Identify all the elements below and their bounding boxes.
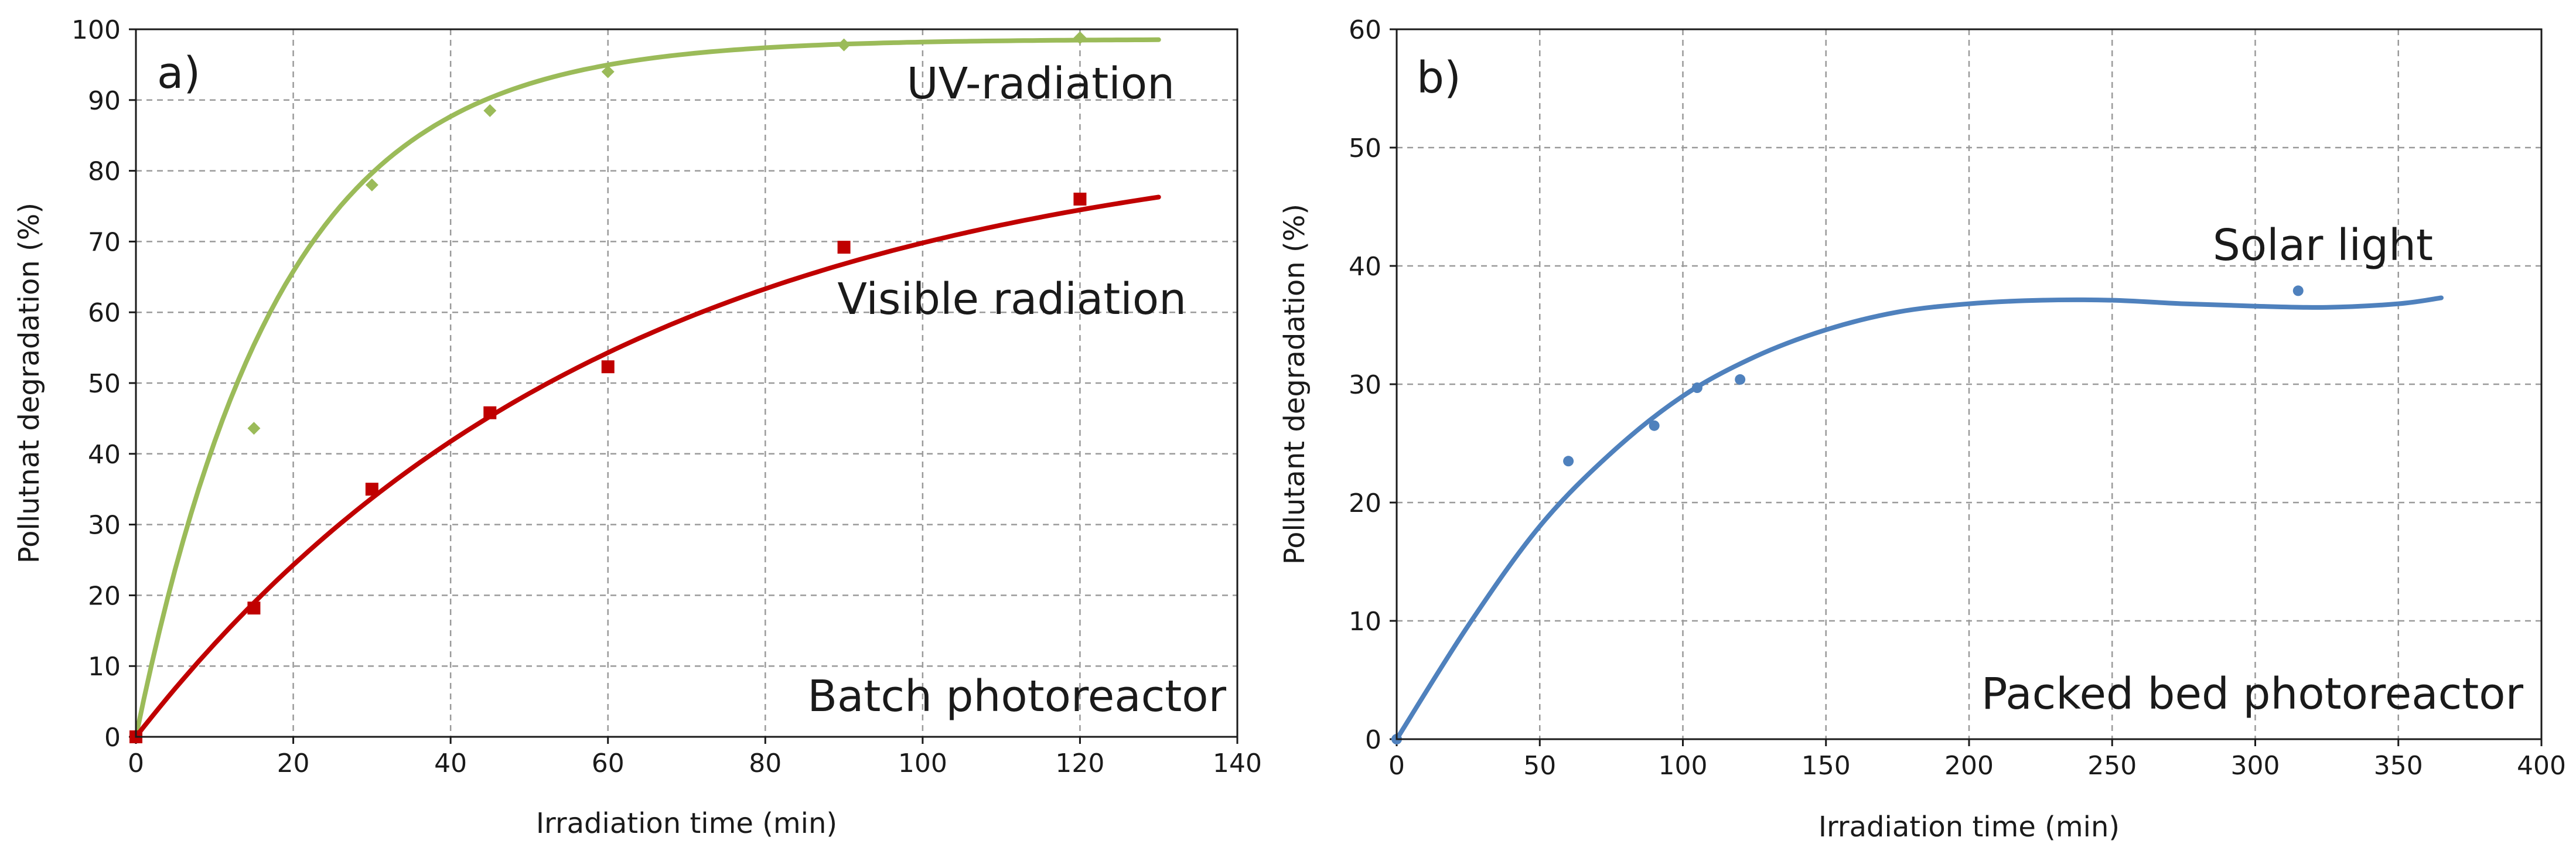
panel-a-y-tick-label: 80 bbox=[88, 157, 121, 187]
panel-a-x-tick-label: 60 bbox=[592, 749, 625, 778]
panel-b-x-tick-label: 250 bbox=[2087, 751, 2137, 781]
panel-a-uv-radiation-point bbox=[483, 104, 497, 117]
panel-b-x-tick-label: 400 bbox=[2517, 751, 2566, 781]
panel-a-uv-radiation-point bbox=[1073, 31, 1087, 45]
panel-a-x-tick-label: 0 bbox=[128, 749, 144, 778]
panel-b-y-tick-label: 0 bbox=[1365, 725, 1381, 755]
panel-a-uv-radiation-fit-line bbox=[134, 37, 1161, 739]
panel-a-visible-radiation-fit-line bbox=[134, 194, 1161, 739]
panel-a-uv-radiation-point bbox=[365, 178, 378, 192]
panel-a-y-tick-label: 50 bbox=[88, 369, 121, 399]
panel-b-ticks: 0 50 100 150 200 250 300 350 400 0 10 20 30 40 50 60 bbox=[1349, 15, 2566, 781]
panel-b-solar-light-point bbox=[1735, 374, 1746, 385]
panel-b-x-axis-title: Irradiation time (min) bbox=[1818, 811, 2120, 843]
panel-b-plot-frame bbox=[1396, 28, 2543, 740]
panel-a-uv-radiation-point bbox=[247, 422, 261, 435]
panel-b-y-tick-label: 50 bbox=[1349, 134, 1381, 163]
panel-b-y-tick-label: 40 bbox=[1349, 252, 1381, 282]
panel-b-x-tick-label: 150 bbox=[1802, 751, 1851, 781]
panel-a-visible-radiation-point bbox=[247, 602, 261, 615]
panel-a-visible-radiation-point bbox=[837, 241, 851, 254]
panel-a-y-tick-label: 0 bbox=[104, 723, 121, 753]
panel-a-label: a) bbox=[157, 48, 200, 98]
panel-b-x-tick-label: 350 bbox=[2374, 751, 2423, 781]
panel-a-uv-radiation-point bbox=[837, 38, 851, 52]
panel-b-x-tick-label: 200 bbox=[1944, 751, 1994, 781]
panel-b-x-tick-label: 0 bbox=[1388, 751, 1405, 781]
panel-a-y-tick-label: 90 bbox=[88, 86, 121, 116]
panel-b-y-tick-label: 30 bbox=[1349, 370, 1381, 400]
panel-a-fit-lines bbox=[134, 37, 1161, 739]
panel-b-y-axis-title: Pollutant degradation (%) bbox=[1278, 204, 1311, 565]
panel-a-annotation-visible-radiation: Visible radiation bbox=[837, 274, 1186, 324]
panel-b-y-tick-label: 20 bbox=[1349, 488, 1381, 518]
panel-a-annotation-batch-photoreactor: Batch photoreactor bbox=[807, 671, 1226, 722]
panel-a-y-axis-title: Pollutnat degradation (%) bbox=[13, 203, 46, 563]
panel-a-y-tick-label: 100 bbox=[71, 15, 121, 45]
panel-b-solar-light-fit-line bbox=[1394, 295, 2444, 742]
panel-b-x-tick-label: 50 bbox=[1523, 751, 1556, 781]
panel-a-y-tick-label: 70 bbox=[88, 227, 121, 257]
panel-a-y-tick-label: 30 bbox=[88, 511, 121, 541]
panel-b-annotation-packed-bed-photoreactor: Packed bed photoreactor bbox=[1981, 669, 2524, 719]
panel-a-ticks: 0 20 40 60 80 100 120 140 0 10 20 30 40 50 60 70 80 90 100 bbox=[71, 15, 1262, 778]
panel-a-chart: 0 20 40 60 80 100 120 140 0 10 20 30 40 50 60 70 80 90 100… bbox=[13, 15, 1262, 840]
panel-a-uv-radiation-point bbox=[601, 65, 615, 78]
panel-a-visible-radiation-point bbox=[483, 406, 497, 419]
panel-b-chart: 0 50 100 150 200 250 300 350 400 0 10 20 30 40 50 60 Ir… bbox=[1278, 15, 2566, 843]
panel-b-x-tick-label: 300 bbox=[2231, 751, 2280, 781]
panel-a-data-markers bbox=[129, 31, 1087, 743]
panel-a-annotation-uv-radiation: UV-radiation bbox=[906, 59, 1175, 109]
panel-a-y-tick-label: 40 bbox=[88, 440, 121, 470]
panel-b-gridlines bbox=[1397, 29, 2541, 739]
panel-b-solar-light-point bbox=[1649, 420, 1660, 431]
panel-a-visible-radiation-point bbox=[1073, 192, 1087, 206]
panel-a-x-tick-label: 140 bbox=[1213, 749, 1262, 778]
panel-b-solar-light-point bbox=[2292, 285, 2304, 296]
panel-b-label: b) bbox=[1417, 53, 1461, 103]
panel-a-gridlines bbox=[136, 29, 1237, 737]
panel-a-y-tick-label: 10 bbox=[88, 652, 121, 682]
panel-a-x-tick-label: 40 bbox=[434, 749, 467, 778]
panel-b-solar-light-point bbox=[1563, 456, 1574, 467]
panel-a-visible-radiation-point bbox=[365, 483, 378, 496]
panel-b-y-tick-label: 10 bbox=[1349, 607, 1381, 637]
panel-a-x-tick-label: 100 bbox=[898, 749, 947, 778]
panel-b-solar-light-point bbox=[1691, 382, 1702, 394]
panel-a-plot-frame bbox=[135, 28, 1238, 738]
panel-a-x-tick-label: 80 bbox=[749, 749, 782, 778]
panel-b-x-tick-label: 100 bbox=[1659, 751, 1708, 781]
panel-b-y-tick-label: 60 bbox=[1349, 15, 1381, 45]
panel-a-y-tick-label: 60 bbox=[88, 298, 121, 328]
panel-b-annotation-solar-light: Solar light bbox=[2213, 220, 2433, 271]
panel-a-x-tick-label: 20 bbox=[277, 749, 310, 778]
panel-a-y-tick-label: 20 bbox=[88, 581, 121, 611]
panel-a-visible-radiation-point bbox=[601, 360, 615, 374]
panel-b-fit-lines bbox=[1394, 295, 2444, 742]
panel-a-x-axis-title: Irradiation time (min) bbox=[536, 807, 837, 840]
panel-a-x-tick-label: 120 bbox=[1055, 749, 1104, 778]
